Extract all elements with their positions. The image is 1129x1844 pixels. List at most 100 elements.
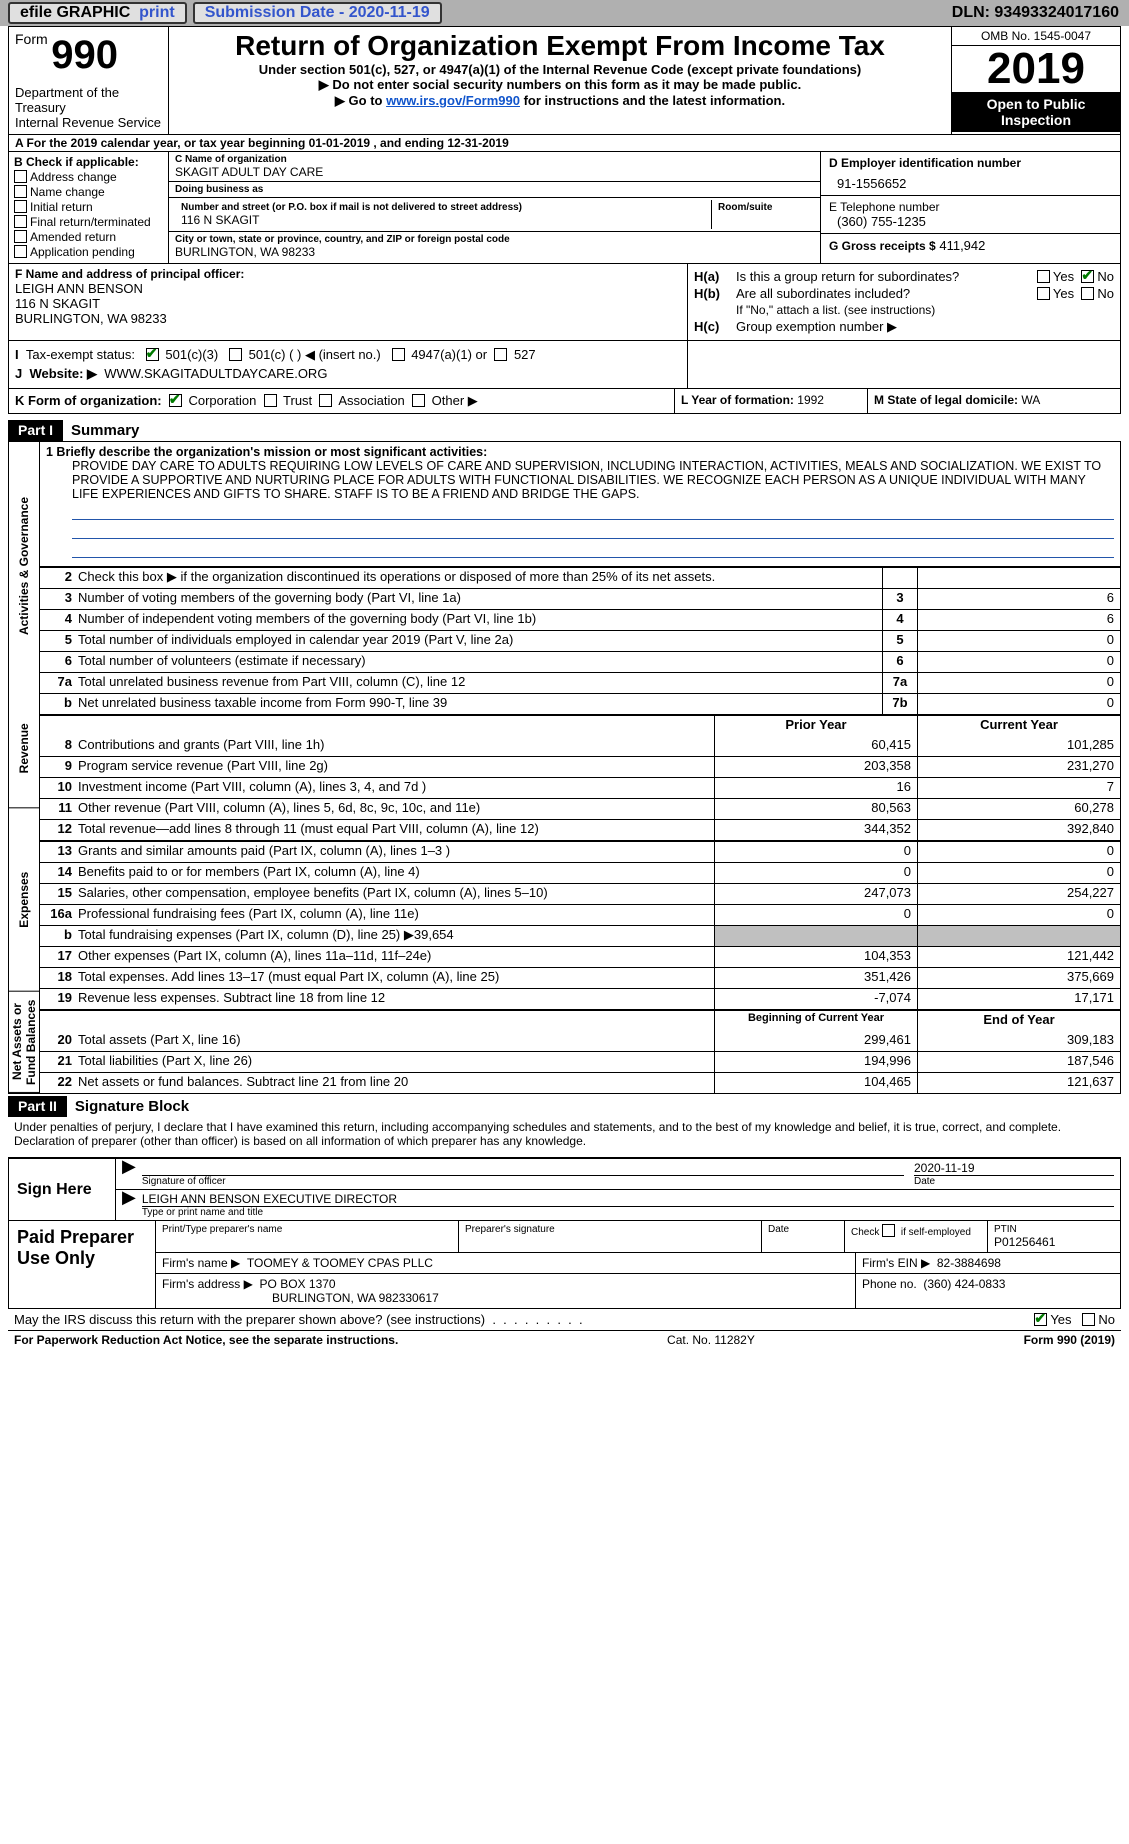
- subtitle-1: Under section 501(c), 527, or 4947(a)(1)…: [175, 62, 945, 77]
- dept-line-1: Department of the Treasury: [15, 85, 162, 115]
- paid-preparer-label: Paid Preparer Use Only: [9, 1221, 156, 1308]
- efile-topbar: efile GRAPHIC print Submission Date - 20…: [0, 0, 1129, 26]
- row-num: 19: [40, 989, 76, 1009]
- form-number: 990: [51, 35, 118, 75]
- row-key: 4: [882, 610, 917, 630]
- k-opt-0: Corporation: [188, 393, 256, 408]
- row-value: 0: [917, 652, 1120, 672]
- ha-yes[interactable]: [1037, 270, 1050, 283]
- summary-row: 17Other expenses (Part IX, column (A), l…: [40, 946, 1120, 967]
- row-prior: 60,415: [714, 736, 917, 756]
- chk-amended-return[interactable]: [14, 230, 27, 243]
- row-desc: Net unrelated business taxable income fr…: [76, 694, 882, 714]
- ptin-label: PTIN: [994, 1224, 1114, 1235]
- chk-4947[interactable]: [392, 348, 405, 361]
- yes-label: Yes: [1053, 269, 1074, 284]
- ha-no[interactable]: [1081, 270, 1094, 283]
- row-num: b: [40, 926, 76, 946]
- row-desc: Total number of individuals employed in …: [76, 631, 882, 651]
- side-rev: Revenue: [9, 689, 39, 808]
- chk-association[interactable]: [319, 394, 332, 407]
- g-label: G Gross receipts $: [829, 239, 936, 253]
- row-num: 11: [40, 799, 76, 819]
- row-desc: Check this box ▶ if the organization dis…: [76, 568, 882, 588]
- discuss-row: May the IRS discuss this return with the…: [8, 1309, 1121, 1330]
- row-prior: 351,426: [714, 968, 917, 988]
- row-num: 5: [40, 631, 76, 651]
- chk-501c[interactable]: [229, 348, 242, 361]
- row-current: 231,270: [917, 757, 1120, 777]
- row-num: 21: [40, 1052, 76, 1072]
- ha-text: Is this a group return for subordinates?: [736, 269, 1037, 284]
- j-label: Website: ▶: [29, 366, 97, 381]
- part-1-tab: Part I: [8, 420, 63, 441]
- chk-trust[interactable]: [264, 394, 277, 407]
- l-value: 1992: [797, 393, 824, 407]
- row-num: 10: [40, 778, 76, 798]
- street-address: 116 N SKAGIT: [181, 213, 705, 227]
- c-addr-label: Number and street (or P.O. box if mail i…: [181, 202, 705, 213]
- row-desc: Other expenses (Part IX, column (A), lin…: [76, 947, 714, 967]
- e-label: E Telephone number: [829, 200, 1112, 214]
- chk-application-pending[interactable]: [14, 245, 27, 258]
- row-num: 18: [40, 968, 76, 988]
- hb-yes[interactable]: [1037, 287, 1050, 300]
- chk-other[interactable]: [412, 394, 425, 407]
- m-label: M State of legal domicile:: [874, 393, 1018, 407]
- summary-table: Activities & Governance Revenue Expenses…: [8, 441, 1121, 1094]
- b-item-3: Final return/terminated: [30, 215, 151, 229]
- tax-year: 2019: [952, 46, 1120, 92]
- row-prior: 194,996: [714, 1052, 917, 1072]
- row-value: 6: [917, 610, 1120, 630]
- prep-date-label: Date: [768, 1224, 838, 1235]
- officer-printed-name: LEIGH ANN BENSON EXECUTIVE DIRECTOR: [142, 1192, 1114, 1207]
- sign-here-label: Sign Here: [9, 1159, 116, 1220]
- firm-city: BURLINGTON, WA 982330617: [272, 1291, 849, 1305]
- section-m: M State of legal domicile: WA: [867, 389, 1120, 413]
- summary-row: 20Total assets (Part X, line 16)299,4613…: [40, 1031, 1120, 1051]
- chk-corporation[interactable]: [169, 394, 182, 407]
- chk-501c3[interactable]: [146, 348, 159, 361]
- discuss-no-label: No: [1098, 1312, 1115, 1327]
- row-current: 101,285: [917, 736, 1120, 756]
- summary-row: 7aTotal unrelated business revenue from …: [40, 672, 1120, 693]
- year-box: OMB No. 1545-0047 2019 Open to Public In…: [951, 26, 1121, 135]
- discuss-yes[interactable]: [1034, 1313, 1047, 1326]
- chk-527[interactable]: [494, 348, 507, 361]
- row-value: 0: [917, 631, 1120, 651]
- row-current: 60,278: [917, 799, 1120, 819]
- summary-row: bNet unrelated business taxable income f…: [40, 693, 1120, 714]
- row-desc: Total revenue—add lines 8 through 11 (mu…: [76, 820, 714, 840]
- row-desc: Salaries, other compensation, employee b…: [76, 884, 714, 904]
- row-current: 121,442: [917, 947, 1120, 967]
- b-item-5: Application pending: [30, 245, 135, 259]
- b-item-4: Amended return: [30, 230, 116, 244]
- summary-row: bTotal fundraising expenses (Part IX, co…: [40, 925, 1120, 946]
- chk-address-change[interactable]: [14, 170, 27, 183]
- form990-link[interactable]: www.irs.gov/Form990: [386, 93, 520, 108]
- part-2-tab: Part II: [8, 1096, 67, 1117]
- k-opt-1: Trust: [283, 393, 312, 408]
- row-num: 20: [40, 1031, 76, 1051]
- title-box: Return of Organization Exempt From Incom…: [168, 26, 951, 135]
- summary-row: 16aProfessional fundraising fees (Part I…: [40, 904, 1120, 925]
- hb-no[interactable]: [1081, 287, 1094, 300]
- row-key: 6: [882, 652, 917, 672]
- chk-name-change[interactable]: [14, 185, 27, 198]
- chk-self-employed[interactable]: [882, 1224, 895, 1237]
- col-begin: Beginning of Current Year: [714, 1011, 917, 1031]
- summary-row: 9Program service revenue (Part VIII, lin…: [40, 756, 1120, 777]
- row-desc: Contributions and grants (Part VIII, lin…: [76, 736, 714, 756]
- sub3-post: for instructions and the latest informat…: [520, 93, 785, 108]
- efile-text: efile GRAPHIC: [20, 4, 130, 21]
- form-title: Return of Organization Exempt From Incom…: [175, 30, 945, 62]
- subtitle-2: ▶ Do not enter social security numbers o…: [175, 77, 945, 93]
- chk-initial-return[interactable]: [14, 200, 27, 213]
- ein-value: 91-1556652: [837, 176, 1112, 191]
- summary-row: 18Total expenses. Add lines 13–17 (must …: [40, 967, 1120, 988]
- chk-final-return[interactable]: [14, 215, 27, 228]
- row-desc: Net assets or fund balances. Subtract li…: [76, 1073, 714, 1093]
- row-prior: 104,465: [714, 1073, 917, 1093]
- row-current: 309,183: [917, 1031, 1120, 1051]
- discuss-no[interactable]: [1082, 1313, 1095, 1326]
